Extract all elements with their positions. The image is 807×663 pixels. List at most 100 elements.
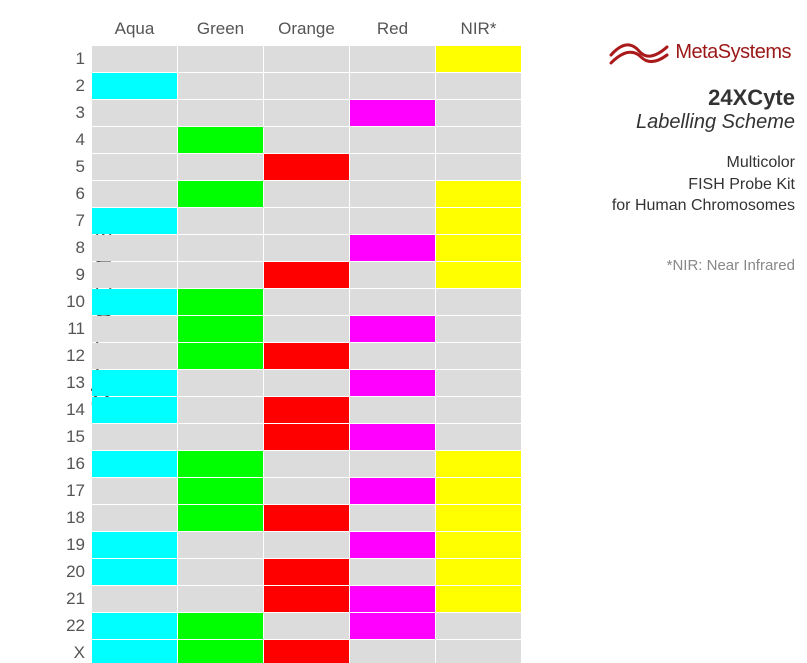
table-row: 21	[56, 586, 521, 612]
labelling-table-container: Aqua Green Orange Red NIR* 1234567891011…	[55, 14, 522, 663]
cell	[178, 532, 263, 558]
cell	[436, 640, 521, 663]
cell	[92, 154, 177, 180]
table-row: X	[56, 640, 521, 663]
table-row: 5	[56, 154, 521, 180]
row-label: 3	[56, 100, 91, 126]
cell	[350, 235, 435, 261]
table-row: 20	[56, 559, 521, 585]
table-row: 2	[56, 73, 521, 99]
cell	[264, 262, 349, 288]
cell	[436, 208, 521, 234]
table-row: 8	[56, 235, 521, 261]
table-row: 1	[56, 46, 521, 72]
product-description: Multicolor FISH Probe Kit for Human Chro…	[580, 152, 795, 217]
cell	[264, 316, 349, 342]
row-label: 1	[56, 46, 91, 72]
cell	[92, 613, 177, 639]
table-row: 10	[56, 289, 521, 315]
row-label: 10	[56, 289, 91, 315]
row-label: 11	[56, 316, 91, 342]
cell	[178, 451, 263, 477]
cell	[92, 397, 177, 423]
col-head-nir: NIR*	[436, 15, 521, 45]
col-head-aqua: Aqua	[92, 15, 177, 45]
table-row: 18	[56, 505, 521, 531]
row-label: 18	[56, 505, 91, 531]
cell	[92, 289, 177, 315]
cell	[92, 46, 177, 72]
cell	[264, 586, 349, 612]
col-head-red: Red	[350, 15, 435, 45]
cell	[436, 100, 521, 126]
cell	[350, 208, 435, 234]
cell	[92, 100, 177, 126]
cell	[92, 235, 177, 261]
cell	[92, 208, 177, 234]
row-label: 4	[56, 127, 91, 153]
cell	[178, 262, 263, 288]
cell	[264, 181, 349, 207]
cell	[436, 154, 521, 180]
cell	[350, 46, 435, 72]
cell	[350, 181, 435, 207]
cell	[92, 559, 177, 585]
cell	[436, 424, 521, 450]
cell	[436, 235, 521, 261]
table-row: 4	[56, 127, 521, 153]
cell	[264, 478, 349, 504]
cell	[436, 505, 521, 531]
cell	[178, 316, 263, 342]
cell	[264, 208, 349, 234]
cell	[436, 181, 521, 207]
cell	[178, 46, 263, 72]
row-label: 14	[56, 397, 91, 423]
cell	[436, 532, 521, 558]
cell	[436, 73, 521, 99]
cell	[178, 424, 263, 450]
side-panel: MetaSystems 24XCyte Labelling Scheme Mul…	[580, 35, 795, 274]
row-label: 20	[56, 559, 91, 585]
cell	[350, 559, 435, 585]
row-label: 5	[56, 154, 91, 180]
cell	[350, 451, 435, 477]
labelling-table: Aqua Green Orange Red NIR* 1234567891011…	[55, 14, 522, 663]
cell	[92, 478, 177, 504]
cell	[436, 343, 521, 369]
cell	[350, 343, 435, 369]
row-label: 2	[56, 73, 91, 99]
cell	[264, 289, 349, 315]
row-label: 7	[56, 208, 91, 234]
cell	[178, 235, 263, 261]
cell	[350, 586, 435, 612]
cell	[436, 478, 521, 504]
cell	[178, 343, 263, 369]
cell	[264, 235, 349, 261]
cell	[178, 73, 263, 99]
row-label: 9	[56, 262, 91, 288]
cell	[350, 640, 435, 663]
blurb-line-3: for Human Chromosomes	[612, 197, 795, 214]
row-label: 21	[56, 586, 91, 612]
cell	[436, 289, 521, 315]
cell	[436, 46, 521, 72]
cell	[178, 640, 263, 663]
cell	[436, 262, 521, 288]
cell	[264, 613, 349, 639]
cell	[264, 73, 349, 99]
nir-footnote: *NIR: Near Infrared	[580, 257, 795, 274]
cell	[178, 505, 263, 531]
table-row: 11	[56, 316, 521, 342]
table-row: 3	[56, 100, 521, 126]
brand-name: MetaSystems	[675, 41, 791, 64]
cell	[436, 586, 521, 612]
row-label: 19	[56, 532, 91, 558]
cell	[92, 316, 177, 342]
cell	[264, 127, 349, 153]
cell	[350, 505, 435, 531]
blurb-line-2: FISH Probe Kit	[688, 176, 795, 193]
table-row: 15	[56, 424, 521, 450]
col-head-orange: Orange	[264, 15, 349, 45]
cell	[92, 532, 177, 558]
cell	[350, 478, 435, 504]
